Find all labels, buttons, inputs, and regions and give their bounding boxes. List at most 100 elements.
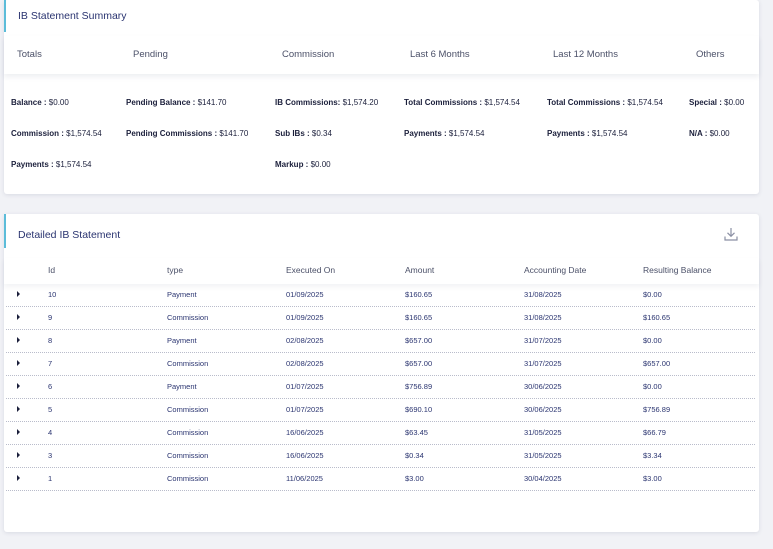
cell-id: 10 bbox=[48, 290, 57, 299]
commission-markup: Markup : $0.00 bbox=[275, 160, 331, 169]
table-row[interactable]: 1 Commission 11/06/2025 $3.00 30/04/2025 $3.0… bbox=[6, 468, 755, 491]
header-accounting-date[interactable]: Accounting Date bbox=[524, 265, 587, 275]
header-type[interactable]: type bbox=[167, 265, 184, 275]
table-row[interactable]: 9 Commission 01/09/2025 $160.65 31/08/2025 $1… bbox=[6, 307, 755, 330]
cell-type: Commission bbox=[167, 474, 209, 483]
last6-payments: Payments : $1,574.54 bbox=[404, 129, 485, 138]
totals-payments-label: Payments : bbox=[11, 160, 54, 169]
cell-accounting-date: 31/05/2025 bbox=[524, 428, 562, 437]
cell-executed-on: 01/09/2025 bbox=[286, 313, 324, 322]
others-special-label: Special : bbox=[689, 98, 722, 107]
summary-column-headers: Totals Pending Commission Last 6 Months … bbox=[4, 36, 759, 74]
cell-executed-on: 16/06/2025 bbox=[286, 451, 324, 460]
cell-type: Commission bbox=[167, 313, 209, 322]
cell-type: Commission bbox=[167, 405, 209, 414]
cell-amount: $657.00 bbox=[405, 336, 433, 345]
pending-balance: Pending Balance : $141.70 bbox=[126, 98, 227, 107]
last6-total-commissions: Total Commissions : $1,574.54 bbox=[404, 98, 520, 107]
cell-accounting-date: 31/07/2025 bbox=[524, 336, 562, 345]
cell-id: 8 bbox=[48, 336, 53, 345]
table-header: Id type Executed On Amount Accounting Da… bbox=[4, 258, 759, 284]
cell-accounting-date: 31/05/2025 bbox=[524, 451, 562, 460]
totals-payments: Payments : $1,574.54 bbox=[11, 160, 92, 169]
cell-amount: $0.34 bbox=[405, 451, 424, 460]
commission-markup-label: Markup : bbox=[275, 160, 309, 169]
cell-executed-on: 11/06/2025 bbox=[286, 474, 323, 483]
expand-row-icon[interactable] bbox=[17, 360, 20, 366]
cell-amount: $160.65 bbox=[405, 290, 433, 299]
summary-header: IB Statement Summary bbox=[4, 0, 759, 32]
cell-executed-on: 02/08/2025 bbox=[286, 336, 324, 345]
cell-resulting-balance: $0.00 bbox=[643, 290, 662, 299]
pending-commissions-value: $141.70 bbox=[217, 129, 249, 138]
summary-title: IB Statement Summary bbox=[18, 10, 127, 22]
cell-amount: $160.65 bbox=[405, 313, 433, 322]
totals-balance: Balance : $0.00 bbox=[11, 98, 69, 107]
others-na-label: N/A : bbox=[689, 129, 708, 138]
totals-payments-value: $1,574.54 bbox=[53, 160, 92, 169]
cell-id: 7 bbox=[48, 359, 53, 368]
table-row[interactable]: 4 Commission 16/06/2025 $63.45 31/05/2025 $66… bbox=[6, 422, 755, 445]
column-header-pending: Pending bbox=[133, 49, 168, 60]
column-header-totals: Totals bbox=[17, 49, 42, 60]
table-row[interactable]: 8 Payment 02/08/2025 $657.00 31/07/2025 $0.00 bbox=[6, 330, 755, 353]
last12-payments-label: Payments : bbox=[547, 129, 590, 138]
cell-amount: $3.00 bbox=[405, 474, 424, 483]
cell-executed-on: 16/06/2025 bbox=[286, 428, 324, 437]
table-row[interactable]: 7 Commission 02/08/2025 $657.00 31/07/2025 $6… bbox=[6, 353, 755, 376]
download-icon bbox=[724, 228, 738, 241]
cell-id: 9 bbox=[48, 313, 53, 322]
cell-amount: $63.45 bbox=[405, 428, 428, 437]
header-resulting-balance[interactable]: Resulting Balance bbox=[643, 265, 712, 275]
cell-type: Commission bbox=[167, 359, 209, 368]
totals-balance-label: Balance : bbox=[11, 98, 47, 107]
table-row[interactable]: 6 Payment 01/07/2025 $756.89 30/06/2025 $0.00 bbox=[6, 376, 755, 399]
cell-resulting-balance: $3.34 bbox=[643, 451, 662, 460]
pending-commissions: Pending Commissions : $141.70 bbox=[126, 129, 248, 138]
pending-balance-label: Pending Balance : bbox=[126, 98, 196, 107]
expand-row-icon[interactable] bbox=[17, 314, 20, 320]
expand-row-icon[interactable] bbox=[17, 475, 20, 481]
expand-row-icon[interactable] bbox=[17, 429, 20, 435]
cell-id: 3 bbox=[48, 451, 53, 460]
cell-accounting-date: 30/04/2025 bbox=[524, 474, 562, 483]
header-id[interactable]: Id bbox=[48, 265, 56, 275]
cell-id: 5 bbox=[48, 405, 53, 414]
cell-type: Commission bbox=[167, 428, 209, 437]
others-na: N/A : $0.00 bbox=[689, 129, 730, 138]
last12-total-commissions-value: $1,574.54 bbox=[625, 98, 663, 107]
expand-row-icon[interactable] bbox=[17, 291, 20, 297]
download-button[interactable] bbox=[723, 226, 739, 242]
cell-type: Payment bbox=[167, 336, 197, 345]
cell-executed-on: 01/09/2025 bbox=[286, 290, 324, 299]
expand-row-icon[interactable] bbox=[17, 383, 20, 389]
cell-resulting-balance: $657.00 bbox=[643, 359, 671, 368]
table-row[interactable]: 10 Payment 01/09/2025 $160.65 31/08/2025 $0.0… bbox=[6, 284, 755, 307]
cell-id: 1 bbox=[48, 474, 53, 483]
commission-sub-ibs-value: $0.34 bbox=[309, 129, 332, 138]
expand-row-icon[interactable] bbox=[17, 337, 20, 343]
cell-amount: $657.00 bbox=[405, 359, 433, 368]
column-header-commission: Commission bbox=[282, 49, 335, 60]
totals-balance-value: $0.00 bbox=[46, 98, 69, 107]
cell-accounting-date: 31/08/2025 bbox=[524, 313, 562, 322]
header-executed-on[interactable]: Executed On bbox=[286, 265, 336, 275]
cell-executed-on: 01/07/2025 bbox=[286, 382, 324, 391]
expand-row-icon[interactable] bbox=[17, 406, 20, 412]
cell-type: Payment bbox=[167, 382, 197, 391]
column-header-last-6-months: Last 6 Months bbox=[410, 49, 470, 60]
pending-commissions-label: Pending Commissions : bbox=[126, 129, 218, 138]
last12-payments: Payments : $1,574.54 bbox=[547, 129, 628, 138]
last6-total-commissions-label: Total Commissions : bbox=[404, 98, 483, 107]
cell-accounting-date: 30/06/2025 bbox=[524, 382, 562, 391]
table-row[interactable]: 3 Commission 16/06/2025 $0.34 31/05/2025 $3.3… bbox=[6, 445, 755, 468]
cell-amount: $756.89 bbox=[405, 382, 433, 391]
detail-title: Detailed IB Statement bbox=[18, 229, 121, 241]
header-amount[interactable]: Amount bbox=[405, 265, 435, 275]
commission-ib-value: $1,574.20 bbox=[340, 98, 379, 107]
expand-row-icon[interactable] bbox=[17, 452, 20, 458]
totals-commission-value: $1,574.54 bbox=[63, 129, 102, 138]
cell-resulting-balance: $756.89 bbox=[643, 405, 671, 414]
cell-accounting-date: 31/08/2025 bbox=[524, 290, 562, 299]
table-row[interactable]: 5 Commission 01/07/2025 $690.10 30/06/2025 $7… bbox=[6, 399, 755, 422]
